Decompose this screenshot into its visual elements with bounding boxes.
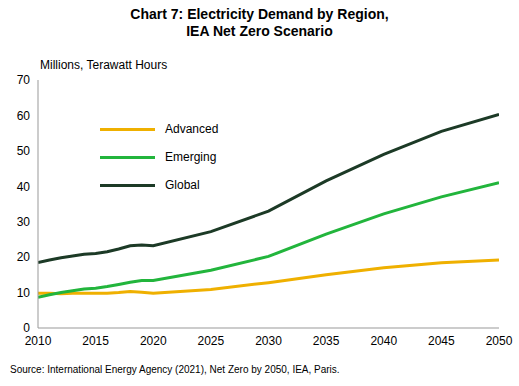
svg-text:2030: 2030: [255, 334, 282, 348]
svg-text:60: 60: [17, 109, 31, 123]
svg-text:2040: 2040: [370, 334, 397, 348]
svg-text:70: 70: [17, 73, 31, 87]
svg-text:2045: 2045: [428, 334, 455, 348]
svg-text:2025: 2025: [198, 334, 225, 348]
svg-text:2020: 2020: [140, 334, 167, 348]
svg-text:2035: 2035: [313, 334, 340, 348]
svg-text:20: 20: [17, 250, 31, 264]
svg-text:0: 0: [23, 321, 30, 335]
svg-text:2010: 2010: [25, 334, 52, 348]
svg-text:2015: 2015: [82, 334, 109, 348]
svg-text:2050: 2050: [486, 334, 511, 348]
svg-text:30: 30: [17, 215, 31, 229]
html-text:Chart 7: Electricity Demand by: Chart 7: Electricity Demand by Region,: [130, 6, 389, 22]
html-text:Advanced: Advanced: [165, 122, 219, 136]
html-text:IEA Net Zero Scenario: IEA Net Zero Scenario: [186, 23, 333, 39]
html-text:Source: International Energy A: Source: International Energy Agency (202…: [10, 364, 340, 375]
html-text:Millions, Terawatt Hours: Millions, Terawatt Hours: [40, 58, 168, 72]
svg-text:10: 10: [17, 286, 31, 300]
svg-text:50: 50: [17, 144, 31, 158]
html-text:Emerging: Emerging: [165, 150, 217, 164]
html-text:Global: Global: [165, 178, 200, 192]
svg-text:40: 40: [17, 180, 31, 194]
